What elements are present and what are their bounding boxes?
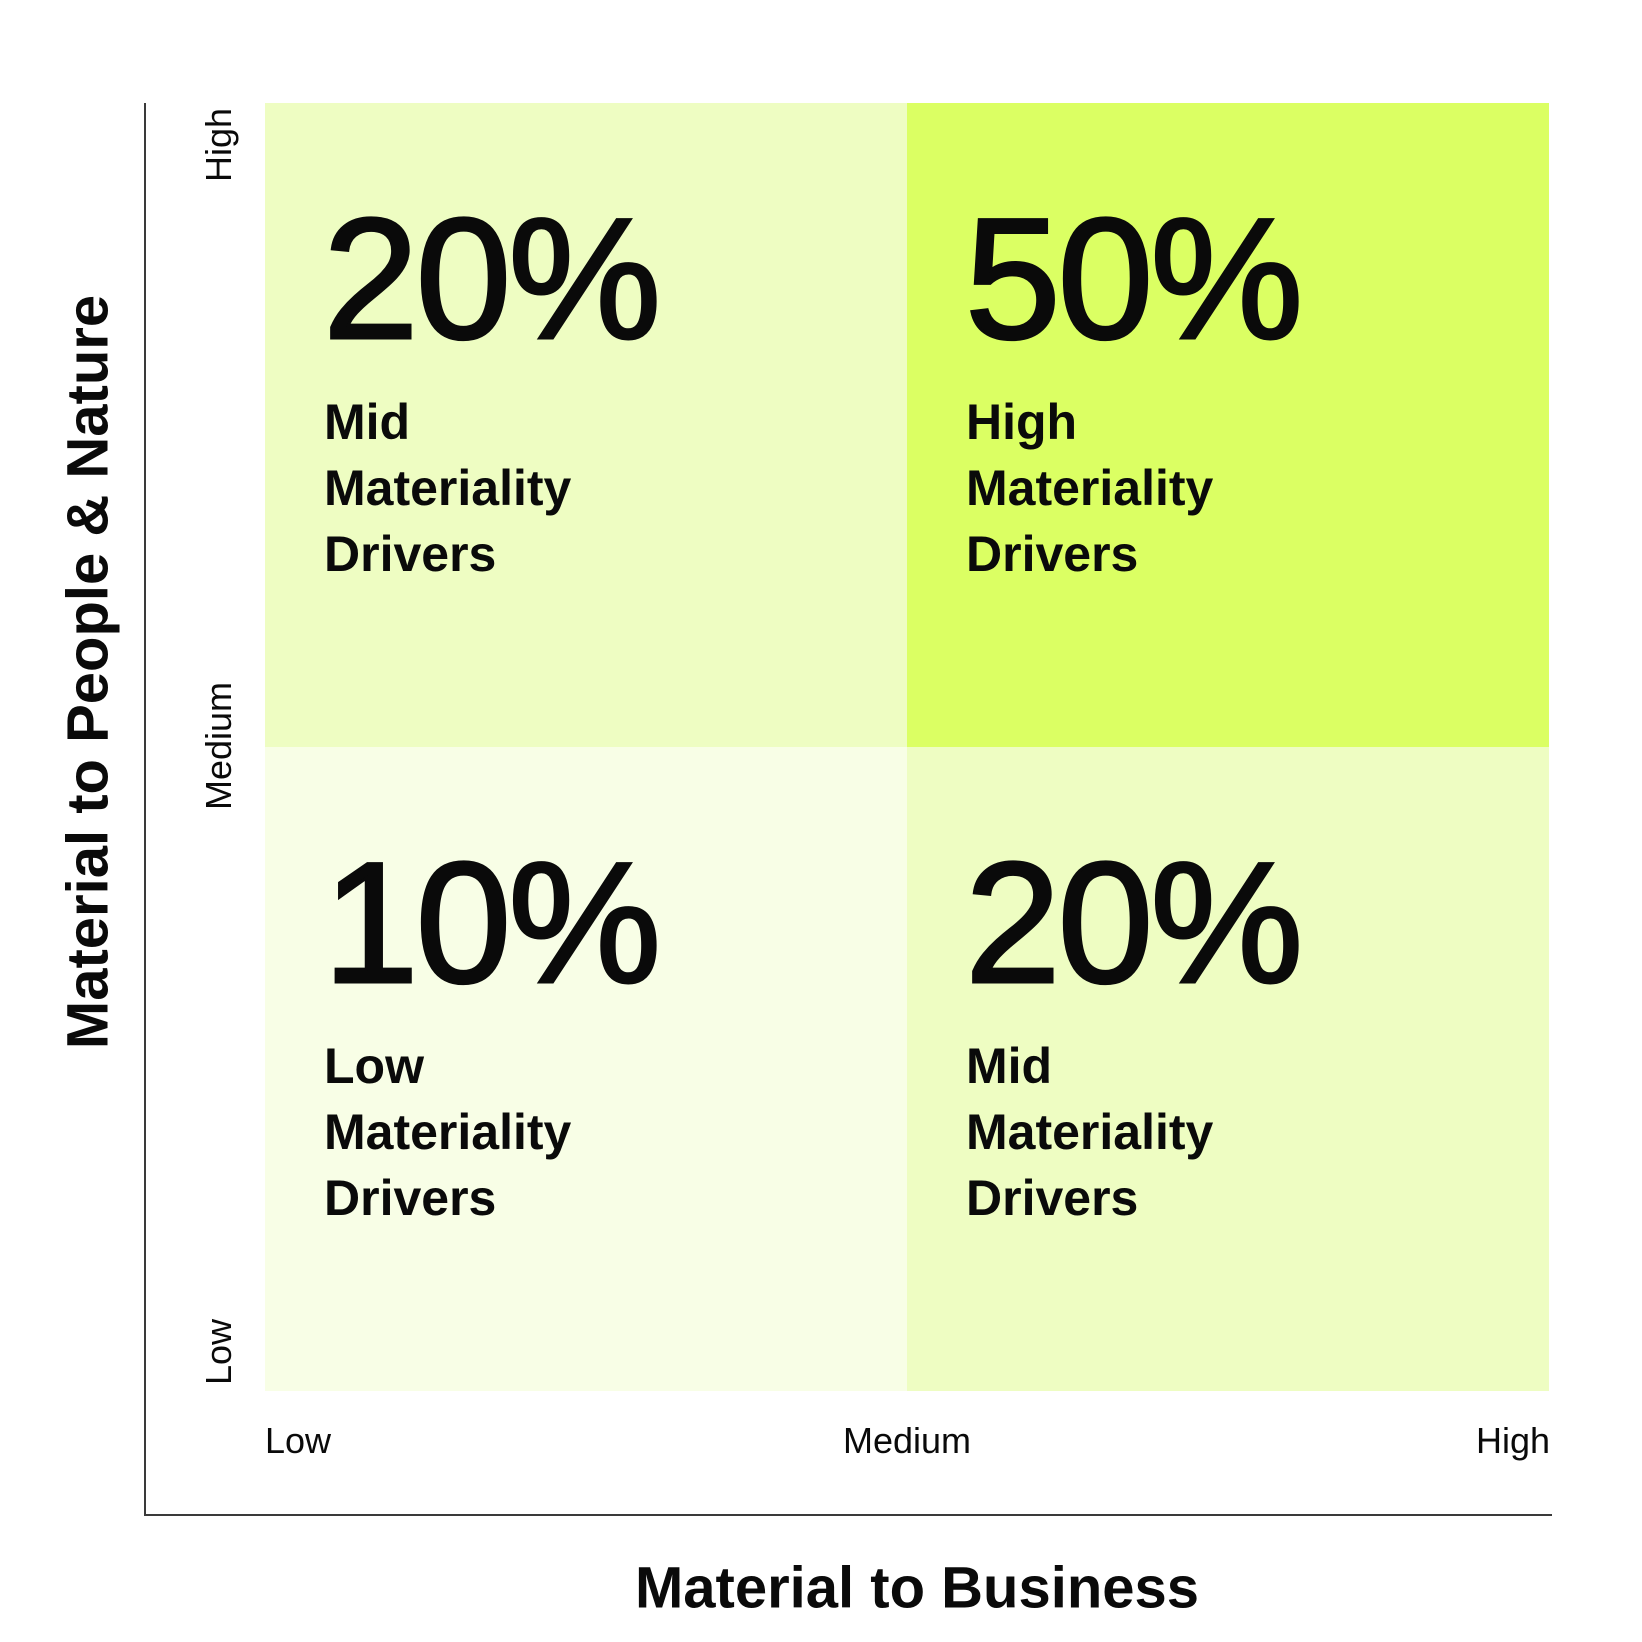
quadrant-label: Mid Materiality Drivers bbox=[966, 1033, 1213, 1231]
quadrant-label-line: Mid bbox=[324, 394, 411, 450]
quadrant-label-line: Materiality bbox=[324, 1104, 572, 1160]
y-tick-high: High bbox=[198, 107, 239, 183]
quadrant-bottom-left: 10% Low Materiality Drivers bbox=[265, 747, 907, 1391]
quadrant-label-line: Materiality bbox=[324, 460, 572, 516]
quadrant-percent: 10% bbox=[321, 827, 662, 1019]
quadrant-label-line: Drivers bbox=[324, 1170, 497, 1226]
quadrant-percent: 20% bbox=[963, 827, 1304, 1019]
quadrant-top-left: 20% Mid Materiality Drivers bbox=[265, 103, 907, 747]
quadrant-top-right: 50% High Materiality Drivers bbox=[907, 103, 1549, 747]
quadrant-label-line: Low bbox=[324, 1038, 424, 1094]
x-tick-high: High bbox=[1475, 1420, 1550, 1461]
y-axis-line bbox=[144, 103, 146, 1516]
x-axis-title: Material to Business bbox=[634, 1555, 1200, 1621]
x-axis-line bbox=[144, 1514, 1552, 1516]
quadrant-label: Mid Materiality Drivers bbox=[324, 389, 571, 587]
quadrant-percent: 50% bbox=[963, 183, 1304, 375]
quadrant-label-line: Materiality bbox=[966, 460, 1214, 516]
quadrant-label: Low Materiality Drivers bbox=[324, 1033, 571, 1231]
y-axis-title: Material to People & Nature bbox=[55, 294, 121, 1050]
quadrant-label-line: Drivers bbox=[966, 1170, 1139, 1226]
quadrant-label-line: Materiality bbox=[966, 1104, 1214, 1160]
quadrant-label-line: Mid bbox=[966, 1038, 1053, 1094]
y-tick-medium: Medium bbox=[198, 681, 239, 811]
x-tick-medium: Medium bbox=[842, 1420, 972, 1461]
quadrant-label-line: Drivers bbox=[966, 526, 1139, 582]
x-tick-low: Low bbox=[265, 1420, 332, 1461]
quadrant-label-line: High bbox=[966, 394, 1078, 450]
quadrant-label: High Materiality Drivers bbox=[966, 389, 1213, 587]
quadrant-bottom-right: 20% Mid Materiality Drivers bbox=[907, 747, 1549, 1391]
quadrant-label-line: Drivers bbox=[324, 526, 497, 582]
quadrant-percent: 20% bbox=[321, 183, 662, 375]
y-tick-low: Low bbox=[198, 1318, 239, 1386]
